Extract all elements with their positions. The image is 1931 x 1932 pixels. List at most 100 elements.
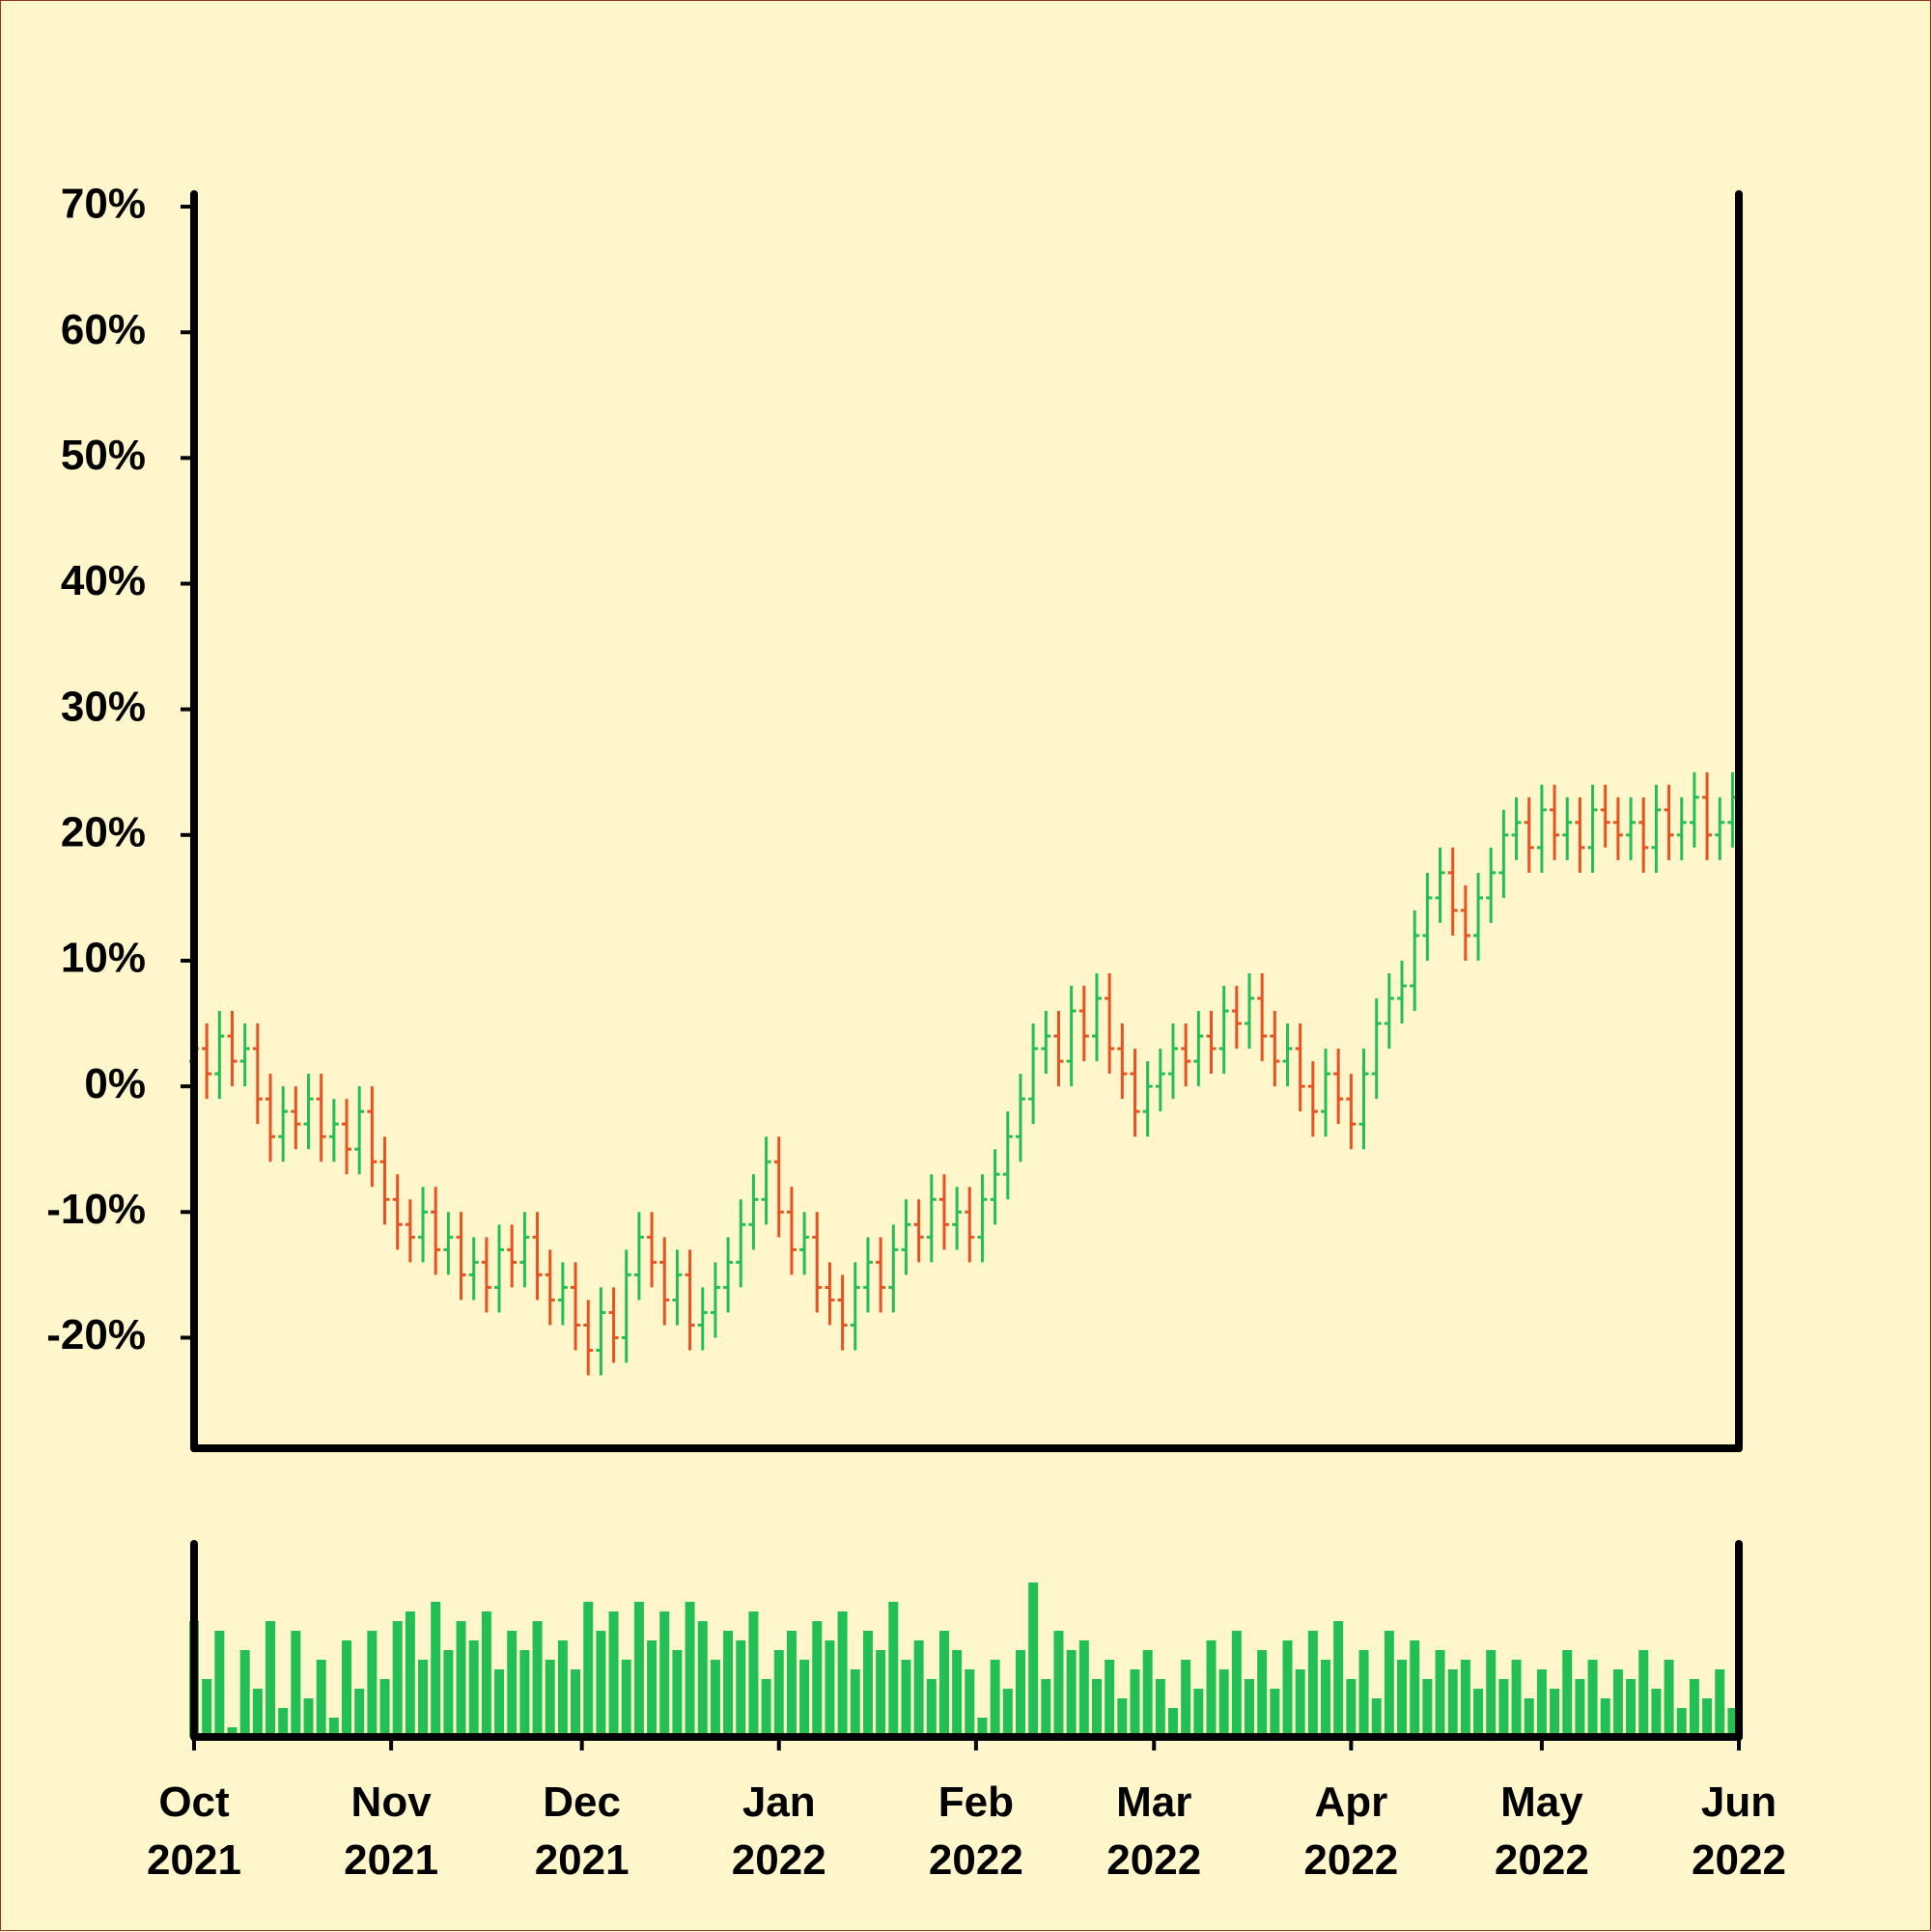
volume-bar	[431, 1602, 441, 1737]
volume-bar	[761, 1679, 771, 1737]
volume-bar	[1053, 1631, 1064, 1737]
x-tick-label: Dec 2021	[534, 1778, 630, 1884]
volume-bar	[672, 1650, 683, 1737]
y-tick-label: 70%	[61, 181, 146, 228]
volume-bar	[1550, 1689, 1560, 1737]
y-tick-label: 20%	[61, 808, 146, 855]
volume-bar	[1612, 1669, 1623, 1737]
volume-bar	[1041, 1679, 1051, 1737]
volume-bar	[596, 1631, 606, 1737]
volume-bar	[1333, 1621, 1344, 1737]
volume-bar	[494, 1669, 505, 1737]
volume-bar	[532, 1621, 543, 1737]
volume-bar	[291, 1631, 301, 1737]
y-tick-label: -10%	[46, 1186, 146, 1233]
volume-bar	[1002, 1689, 1013, 1737]
volume-bar	[571, 1669, 581, 1737]
volume-bar	[659, 1611, 670, 1737]
volume-bar	[545, 1660, 555, 1737]
volume-bar	[1587, 1660, 1598, 1737]
volume-bar	[1702, 1698, 1713, 1737]
volume-bar	[1130, 1669, 1140, 1737]
volume-bar	[888, 1602, 899, 1737]
volume-bar	[405, 1611, 415, 1737]
y-tick-label: 50%	[61, 432, 146, 479]
volume-bar	[202, 1679, 212, 1737]
y-tick-label: 60%	[61, 306, 146, 353]
x-tick-label: May 2022	[1494, 1778, 1589, 1884]
volume-bar	[1422, 1679, 1433, 1737]
volume-bar	[1321, 1660, 1331, 1737]
volume-bar	[1181, 1660, 1191, 1737]
x-tick-label: Mar 2022	[1106, 1778, 1202, 1884]
volume-bar	[786, 1631, 797, 1737]
y-tick-label: -20%	[46, 1311, 146, 1358]
volume-bar	[901, 1660, 911, 1737]
volume-bar	[1142, 1650, 1153, 1737]
volume-bar	[316, 1660, 326, 1737]
volume-bar	[266, 1621, 276, 1737]
volume-bar	[1167, 1708, 1178, 1737]
volume-bar	[392, 1621, 403, 1737]
volume-bar	[1193, 1689, 1204, 1737]
volume-bar	[1664, 1660, 1674, 1737]
volume-bar	[1078, 1640, 1089, 1737]
volume-bar	[1091, 1679, 1102, 1737]
volume-bar	[1638, 1650, 1649, 1737]
volume-bar	[736, 1640, 746, 1737]
volume-bar	[1346, 1679, 1357, 1737]
volume-bar	[773, 1650, 784, 1737]
y-tick-label: 10%	[61, 935, 146, 982]
volume-bar	[1384, 1631, 1394, 1737]
volume-bar	[1218, 1669, 1229, 1737]
volume-bar	[1727, 1708, 1738, 1737]
volume-bar	[913, 1640, 924, 1737]
x-tick-label: Oct 2021	[147, 1778, 241, 1884]
volume-bar	[938, 1631, 949, 1737]
volume-bar	[443, 1650, 454, 1737]
volume-bar	[1257, 1650, 1268, 1737]
volume-bar	[342, 1640, 352, 1737]
volume-bar	[583, 1602, 594, 1737]
volume-bar	[1626, 1679, 1637, 1737]
volume-bar	[952, 1650, 963, 1737]
volume-bar	[1524, 1698, 1534, 1737]
volume-bar	[1410, 1640, 1420, 1737]
volume-bar	[418, 1660, 429, 1737]
volume-bar	[1536, 1669, 1547, 1737]
volume-bar	[1435, 1650, 1445, 1737]
x-tick-label: Nov 2021	[344, 1778, 439, 1884]
volume-bar	[1371, 1698, 1382, 1737]
volume-bar	[1358, 1650, 1369, 1737]
volume-bar	[812, 1621, 823, 1737]
volume-bar	[1397, 1660, 1408, 1737]
volume-bar	[710, 1660, 720, 1737]
volume-bar	[1028, 1582, 1039, 1737]
volume-bar	[1270, 1689, 1280, 1737]
volume-bar	[977, 1718, 988, 1737]
volume-bar	[990, 1660, 1000, 1737]
volume-bar	[507, 1631, 518, 1737]
x-tick-label: Feb 2022	[928, 1778, 1023, 1884]
volume-bar	[1105, 1660, 1115, 1737]
volume-bar	[379, 1679, 390, 1737]
volume-bar	[468, 1640, 479, 1737]
volume-bar	[825, 1640, 835, 1737]
volume-bar	[1245, 1679, 1255, 1737]
volume-bar	[214, 1631, 225, 1737]
volume-bar	[227, 1727, 238, 1737]
volume-bar	[303, 1698, 314, 1737]
volume-bar	[876, 1650, 886, 1737]
volume-bar	[354, 1689, 365, 1737]
volume-bar	[1600, 1698, 1610, 1737]
volume-bar	[1117, 1698, 1128, 1737]
volume-bar	[1511, 1660, 1522, 1737]
volume-bar	[697, 1621, 708, 1737]
volume-bar	[1473, 1689, 1484, 1737]
volume-bar	[723, 1631, 734, 1737]
volume-bar	[1295, 1669, 1305, 1737]
volume-bar	[557, 1640, 568, 1737]
volume-bar	[647, 1640, 658, 1737]
